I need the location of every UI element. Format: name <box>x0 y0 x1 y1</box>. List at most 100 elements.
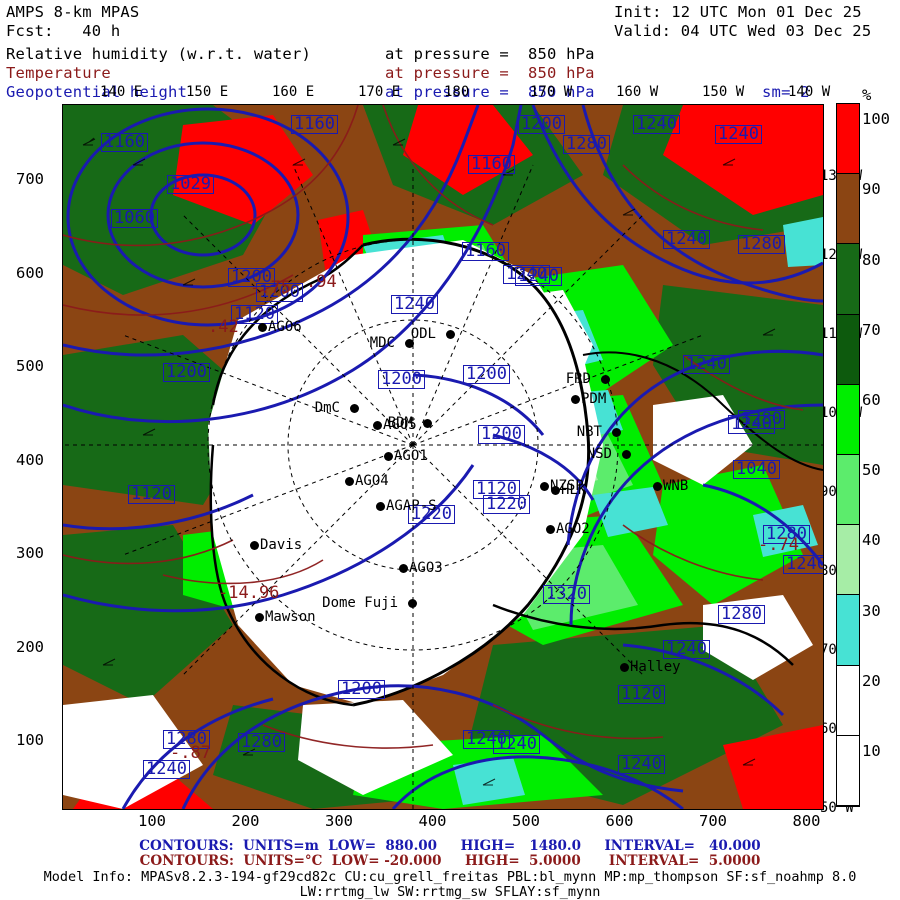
station-dot-icon <box>546 525 555 534</box>
model-title: AMPS 8-km MPAS <box>6 3 140 21</box>
height-label: 1200 <box>518 115 565 134</box>
colorbar-tick-80: 80 <box>862 250 881 269</box>
height-label: 1280 <box>763 525 810 544</box>
station-label: BDM <box>387 415 413 431</box>
height-label: 1240 <box>683 355 730 374</box>
height-label: 1200 <box>478 425 525 444</box>
height-label: 1160 <box>462 242 509 261</box>
colorbar-segment-40 <box>837 525 859 596</box>
station-label: Dome Fuji <box>322 595 398 611</box>
temperature-label: -.75 <box>250 278 291 298</box>
height-label: 1120 <box>128 485 175 504</box>
station-dot-icon <box>373 421 382 430</box>
map-panel[interactable]: 1160 1160 1200 1240 1240 1029 1160 1160 1060 1120… <box>62 104 824 810</box>
station-label: HLK <box>561 482 587 498</box>
colorbar-tick-30: 30 <box>862 601 881 620</box>
lon-top-180: 180 <box>444 84 470 100</box>
station-label: PDM <box>581 391 607 407</box>
height-label: 1120 <box>473 480 520 499</box>
height-label: 1040 <box>733 460 780 479</box>
station-dot-icon <box>405 339 414 348</box>
station-label: NSD <box>586 446 612 462</box>
x-tick-300: 300 <box>325 812 353 830</box>
station-label: MDC <box>369 335 395 351</box>
height-label: 1240 <box>728 415 775 434</box>
height-label: 1060 <box>111 209 158 228</box>
field-geopotential-label: Geopotential height <box>6 83 188 101</box>
smoothing-label: sm= 2 <box>762 83 810 101</box>
height-label: 1240 <box>391 295 438 314</box>
station-label: WNB <box>663 478 689 494</box>
contour-info-height: CONTOURS: UNITS=m LOW= 880.00 HIGH= 1480… <box>139 838 761 854</box>
station-label: AGAP-S <box>386 498 437 514</box>
x-tick-200: 200 <box>231 812 260 830</box>
temperature-label: .42 <box>208 317 239 337</box>
height-label: 1120 <box>618 685 665 704</box>
y-tick-400: 400 <box>16 450 44 469</box>
height-label: 1280 <box>563 135 610 154</box>
station-dot-icon <box>620 663 629 672</box>
field-geopotential-level: at pressure = 850 hPa <box>385 83 595 101</box>
height-label: 1280 <box>238 733 285 752</box>
contour-info-temperature: CONTOURS: UNITS=°C LOW= -20.000 HIGH= 5.… <box>139 853 761 869</box>
colorbar-units-label: % <box>862 86 872 104</box>
height-label: 1160 <box>101 133 148 152</box>
station-label: NZSP <box>550 478 584 494</box>
height-label: 1220 <box>483 495 530 514</box>
colorbar-segment-50 <box>837 455 859 526</box>
station-label: Mawson <box>265 609 316 625</box>
colorbar-tick-70: 70 <box>862 320 881 339</box>
temperature-label: .94 <box>306 272 337 292</box>
height-label: 1240 <box>515 267 562 286</box>
station-dot-icon <box>258 323 267 332</box>
height-label: 1280 <box>163 730 210 749</box>
lon-top-160-E: 160 E <box>272 84 315 100</box>
temperature-label: -.74 <box>758 535 799 555</box>
geopotential-height-contours <box>63 105 823 809</box>
height-label: 1240 <box>783 555 823 574</box>
station-dot-icon <box>384 452 393 461</box>
station-label: DmC <box>314 400 340 416</box>
height-label: 1280 <box>738 410 785 429</box>
lon-top-140-W: 140 W <box>788 84 831 100</box>
station-dot-icon <box>350 404 359 413</box>
station-dot-icon <box>601 375 610 384</box>
height-label: 1240 <box>715 125 762 144</box>
colorbar-tick-90: 90 <box>862 180 881 199</box>
lon-top-150-E: 150 E <box>186 84 229 100</box>
station-label: AGO6 <box>268 319 302 335</box>
station-label: AGO3 <box>409 560 443 576</box>
height-label: 1200 <box>463 365 510 384</box>
station-label: AGO2 <box>556 521 590 537</box>
colorbar-segment-60 <box>837 384 859 455</box>
height-label: 1240 <box>663 230 710 249</box>
height-label: 1200 <box>256 283 303 302</box>
height-label: 1240 <box>493 735 540 754</box>
height-label: 1120 <box>231 305 278 324</box>
colorbar-tick-50: 50 <box>862 461 881 480</box>
valid-time: Valid: 04 UTC Wed 03 Dec 25 <box>614 22 872 40</box>
model-info-line2: LW:rrtmg_lw SW:rrtmg_sw SFLAY:sf_mynn <box>299 884 601 900</box>
station-dot-icon <box>408 599 417 608</box>
height-label: 1200 <box>378 370 425 389</box>
height-label: 1200 <box>338 680 385 699</box>
relative-humidity-colorbar[interactable] <box>836 103 860 807</box>
y-tick-600: 600 <box>16 263 44 282</box>
lon-top-160-W: 160 W <box>616 84 659 100</box>
temperature-label: -14.96 <box>218 583 280 603</box>
temperature-label: -.87 <box>170 743 211 763</box>
height-label: 1240 <box>663 640 710 659</box>
station-dot-icon <box>399 564 408 573</box>
field-temperature-label: Temperature <box>6 64 111 82</box>
colorbar-segment-20 <box>837 665 859 736</box>
x-tick-800: 800 <box>792 812 821 830</box>
wind-barb-layer <box>82 137 776 786</box>
station-dot-icon <box>571 395 580 404</box>
height-label: 1280 <box>718 605 765 624</box>
x-tick-700: 700 <box>699 812 727 830</box>
height-label: 1240 <box>618 755 665 774</box>
station-label: AGO5 <box>383 417 417 433</box>
lon-top-140-E: 140 E <box>100 84 143 100</box>
colorbar-segment-30 <box>837 595 859 666</box>
